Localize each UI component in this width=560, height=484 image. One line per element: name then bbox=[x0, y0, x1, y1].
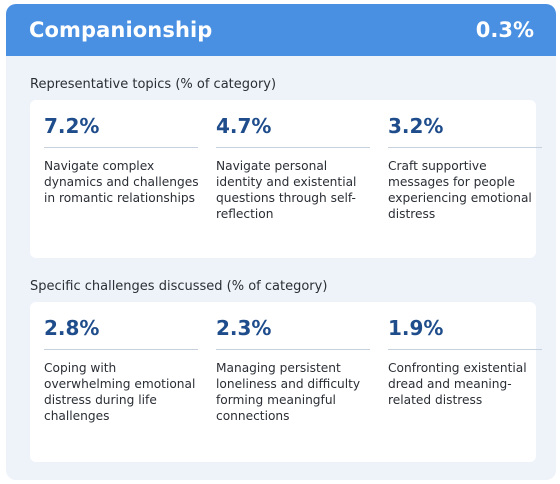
challenge-percentage: 2.3% bbox=[216, 316, 272, 340]
challenge-description: Managing persistent loneliness and diffi… bbox=[216, 361, 361, 423]
divider bbox=[44, 147, 198, 148]
card-header: Companionship 0.3% bbox=[6, 4, 556, 56]
section-title-challenges: Specific challenges discussed (% of cate… bbox=[30, 279, 328, 294]
divider bbox=[216, 147, 370, 148]
category-card: Companionship 0.3% Representative topics… bbox=[6, 4, 556, 480]
category-share: 0.3% bbox=[475, 18, 534, 42]
topic-percentage: 4.7% bbox=[216, 114, 272, 138]
topic-description: Navigate personal identity and existenti… bbox=[216, 159, 357, 221]
challenge-percentage: 2.8% bbox=[44, 316, 100, 340]
challenge-percentage: 1.9% bbox=[388, 316, 444, 340]
challenge-description: Coping with overwhelming emotional distr… bbox=[44, 361, 196, 423]
section-title-topics: Representative topics (% of category) bbox=[30, 77, 277, 92]
divider bbox=[388, 349, 542, 350]
challenge-description: Confronting existential dread and meanin… bbox=[388, 361, 527, 407]
topic-percentage: 7.2% bbox=[44, 114, 100, 138]
topics-panel: 7.2% Navigate complex dynamics and chall… bbox=[30, 100, 542, 258]
category-title: Companionship bbox=[29, 18, 213, 42]
topic-description: Navigate complex dynamics and challenges… bbox=[44, 159, 199, 205]
divider bbox=[388, 147, 542, 148]
topic-description: Craft supportive messages for people exp… bbox=[388, 159, 532, 221]
divider bbox=[44, 349, 198, 350]
challenges-panel: 2.8% Coping with overwhelming emotional … bbox=[30, 302, 542, 462]
divider bbox=[216, 349, 370, 350]
topic-percentage: 3.2% bbox=[388, 114, 444, 138]
